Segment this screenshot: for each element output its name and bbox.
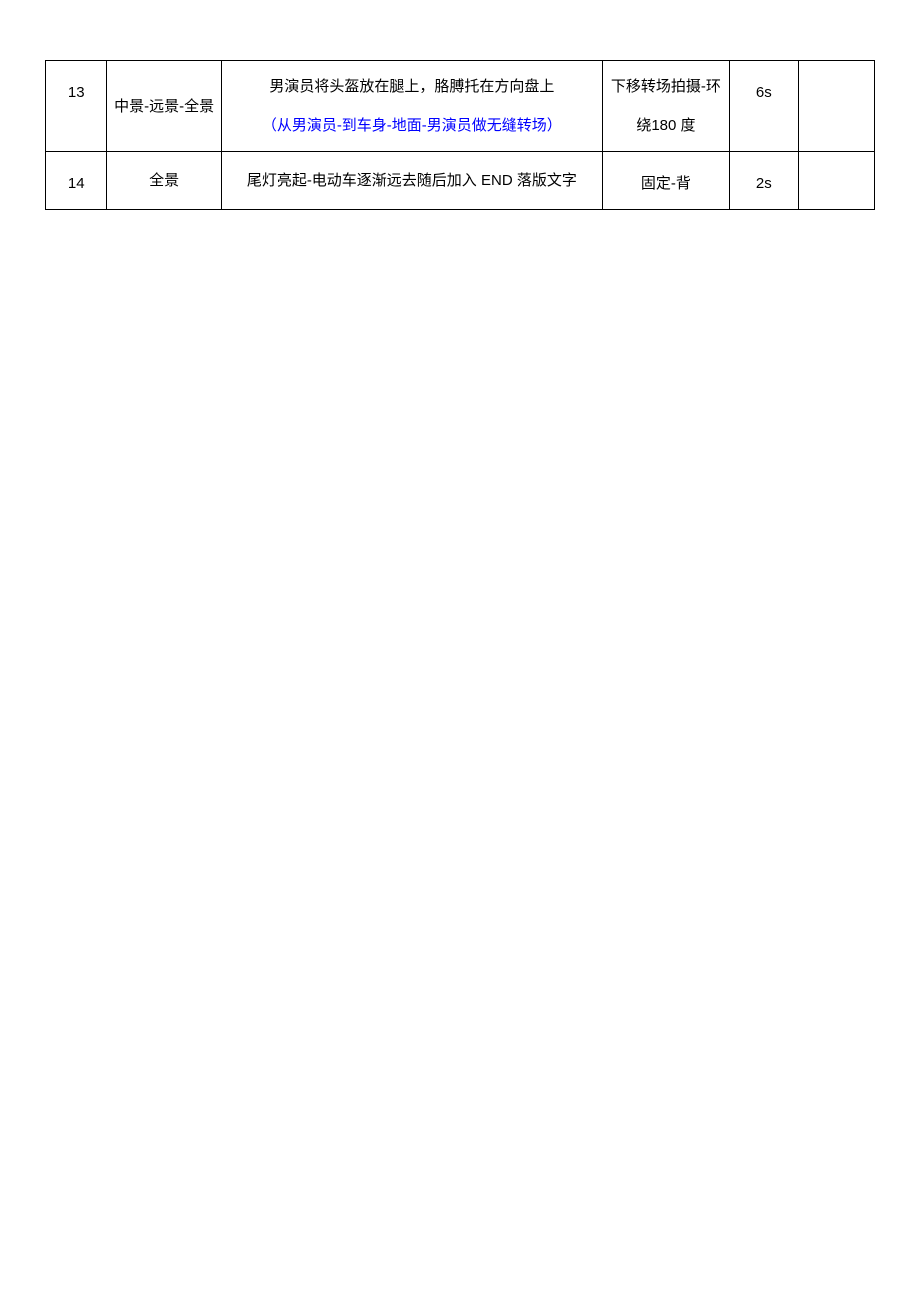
cell-empty [798,61,874,152]
cell-desc: 男演员将头盔放在腿上，胳膊托在方向盘上 （从男演员-到车身-地面-男演员做无缝转… [221,61,602,152]
desc-line-1: 尾灯亮起-电动车逐渐远去随后加入 END 落版文字 [226,161,598,200]
table-row: 13 中景-远景-全景 男演员将头盔放在腿上，胳膊托在方向盘上 （从男演员-到车… [46,61,875,152]
cell-camera: 下移转场拍摄-环绕180 度 [602,61,729,152]
cell-desc: 尾灯亮起-电动车逐渐远去随后加入 END 落版文字 [221,152,602,210]
desc-line-1: 男演员将头盔放在腿上，胳膊托在方向盘上 [226,67,598,106]
cell-time: 2s [729,152,798,210]
cell-num: 14 [46,152,107,210]
cell-shot: 中景-远景-全景 [107,61,221,152]
cell-shot: 全景 [107,152,221,210]
desc-line-2: （从男演员-到车身-地面-男演员做无缝转场） [226,106,598,145]
table-row: 14 全景 尾灯亮起-电动车逐渐远去随后加入 END 落版文字 固定-背 2s [46,152,875,210]
cell-time: 6s [729,61,798,152]
cell-camera: 固定-背 [602,152,729,210]
storyboard-table: 13 中景-远景-全景 男演员将头盔放在腿上，胳膊托在方向盘上 （从男演员-到车… [45,60,875,210]
cell-empty [798,152,874,210]
cell-num: 13 [46,61,107,152]
